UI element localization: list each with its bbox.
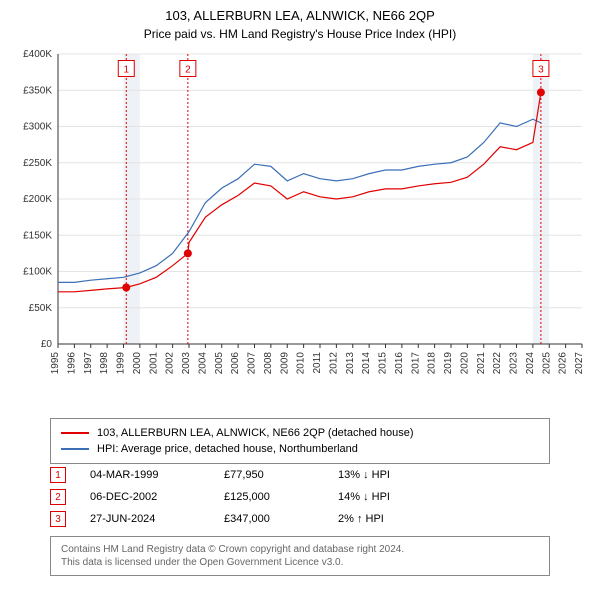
svg-text:2010: 2010 xyxy=(296,352,307,375)
page-subtitle: Price paid vs. HM Land Registry's House … xyxy=(0,23,600,47)
svg-text:2011: 2011 xyxy=(312,352,323,374)
svg-text:£250K: £250K xyxy=(23,158,52,169)
sale-pct: 13% ↓ HPI xyxy=(338,469,438,481)
svg-text:2019: 2019 xyxy=(443,352,454,375)
svg-text:2008: 2008 xyxy=(263,352,274,375)
svg-text:2014: 2014 xyxy=(361,352,372,375)
svg-text:2000: 2000 xyxy=(132,352,143,375)
svg-text:2003: 2003 xyxy=(181,352,192,375)
legend-row: HPI: Average price, detached house, Nort… xyxy=(61,441,539,457)
svg-text:1997: 1997 xyxy=(83,352,94,375)
footnote: Contains HM Land Registry data © Crown c… xyxy=(50,536,550,576)
svg-text:2015: 2015 xyxy=(378,352,389,375)
svg-text:2: 2 xyxy=(185,65,191,76)
svg-text:2021: 2021 xyxy=(476,352,487,375)
svg-text:2001: 2001 xyxy=(148,352,159,375)
sales-table: 1 04-MAR-1999 £77,950 13% ↓ HPI 2 06-DEC… xyxy=(50,464,550,530)
legend-label: 103, ALLERBURN LEA, ALNWICK, NE66 2QP (d… xyxy=(97,427,414,439)
table-row: 3 27-JUN-2024 £347,000 2% ↑ HPI xyxy=(50,508,550,530)
svg-text:2005: 2005 xyxy=(214,352,225,375)
sale-price: £77,950 xyxy=(224,469,314,481)
marker-badge: 3 xyxy=(50,511,66,527)
svg-text:2017: 2017 xyxy=(410,352,421,375)
sale-date: 06-DEC-2002 xyxy=(90,491,200,503)
svg-text:2018: 2018 xyxy=(427,352,438,375)
sale-price: £125,000 xyxy=(224,491,314,503)
svg-text:2024: 2024 xyxy=(525,352,536,375)
chart: £0 £50K £100K £150K £200K £250K £300K £350K £400… xyxy=(10,48,590,408)
table-row: 1 04-MAR-1999 £77,950 13% ↓ HPI xyxy=(50,464,550,486)
table-row: 2 06-DEC-2002 £125,000 14% ↓ HPI xyxy=(50,486,550,508)
svg-text:1: 1 xyxy=(124,65,130,76)
sale-date: 27-JUN-2024 xyxy=(90,513,200,525)
legend-swatch xyxy=(61,448,89,450)
footnote-line: This data is licensed under the Open Gov… xyxy=(61,556,539,569)
sale-price: £347,000 xyxy=(224,513,314,525)
legend: 103, ALLERBURN LEA, ALNWICK, NE66 2QP (d… xyxy=(50,418,550,464)
svg-text:2013: 2013 xyxy=(345,352,356,375)
svg-text:2007: 2007 xyxy=(247,352,258,375)
sale-date: 04-MAR-1999 xyxy=(90,469,200,481)
chart-svg: £0 £50K £100K £150K £200K £250K £300K £350K £400… xyxy=(10,48,590,408)
legend-row: 103, ALLERBURN LEA, ALNWICK, NE66 2QP (d… xyxy=(61,425,539,441)
footnote-line: Contains HM Land Registry data © Crown c… xyxy=(61,543,539,556)
svg-text:2002: 2002 xyxy=(165,352,176,375)
svg-text:1998: 1998 xyxy=(99,352,110,375)
svg-text:2022: 2022 xyxy=(492,352,503,375)
svg-text:2027: 2027 xyxy=(574,352,585,375)
svg-text:2004: 2004 xyxy=(197,352,208,375)
svg-text:3: 3 xyxy=(538,65,544,76)
svg-text:£400K: £400K xyxy=(23,49,52,60)
svg-text:2023: 2023 xyxy=(509,352,520,375)
svg-text:2025: 2025 xyxy=(541,352,552,375)
svg-text:£300K: £300K xyxy=(23,122,52,133)
svg-text:2020: 2020 xyxy=(459,352,470,375)
svg-text:£50K: £50K xyxy=(29,303,53,314)
legend-label: HPI: Average price, detached house, Nort… xyxy=(97,443,358,455)
svg-text:1995: 1995 xyxy=(50,352,61,375)
svg-text:£0: £0 xyxy=(41,339,53,350)
svg-text:£350K: £350K xyxy=(23,85,52,96)
svg-text:2016: 2016 xyxy=(394,352,405,375)
page-title: 103, ALLERBURN LEA, ALNWICK, NE66 2QP xyxy=(0,0,600,23)
svg-text:2006: 2006 xyxy=(230,352,241,375)
svg-text:2009: 2009 xyxy=(279,352,290,375)
sale-pct: 2% ↑ HPI xyxy=(338,513,438,525)
svg-text:£150K: £150K xyxy=(23,230,52,241)
svg-text:2026: 2026 xyxy=(558,352,569,375)
svg-text:£100K: £100K xyxy=(23,267,52,278)
sale-pct: 14% ↓ HPI xyxy=(338,491,438,503)
svg-text:1999: 1999 xyxy=(116,352,127,375)
marker-badge: 1 xyxy=(50,467,66,483)
svg-text:2012: 2012 xyxy=(328,352,339,375)
svg-text:1996: 1996 xyxy=(66,352,77,375)
svg-text:£200K: £200K xyxy=(23,194,52,205)
legend-swatch xyxy=(61,432,89,434)
marker-badge: 2 xyxy=(50,489,66,505)
